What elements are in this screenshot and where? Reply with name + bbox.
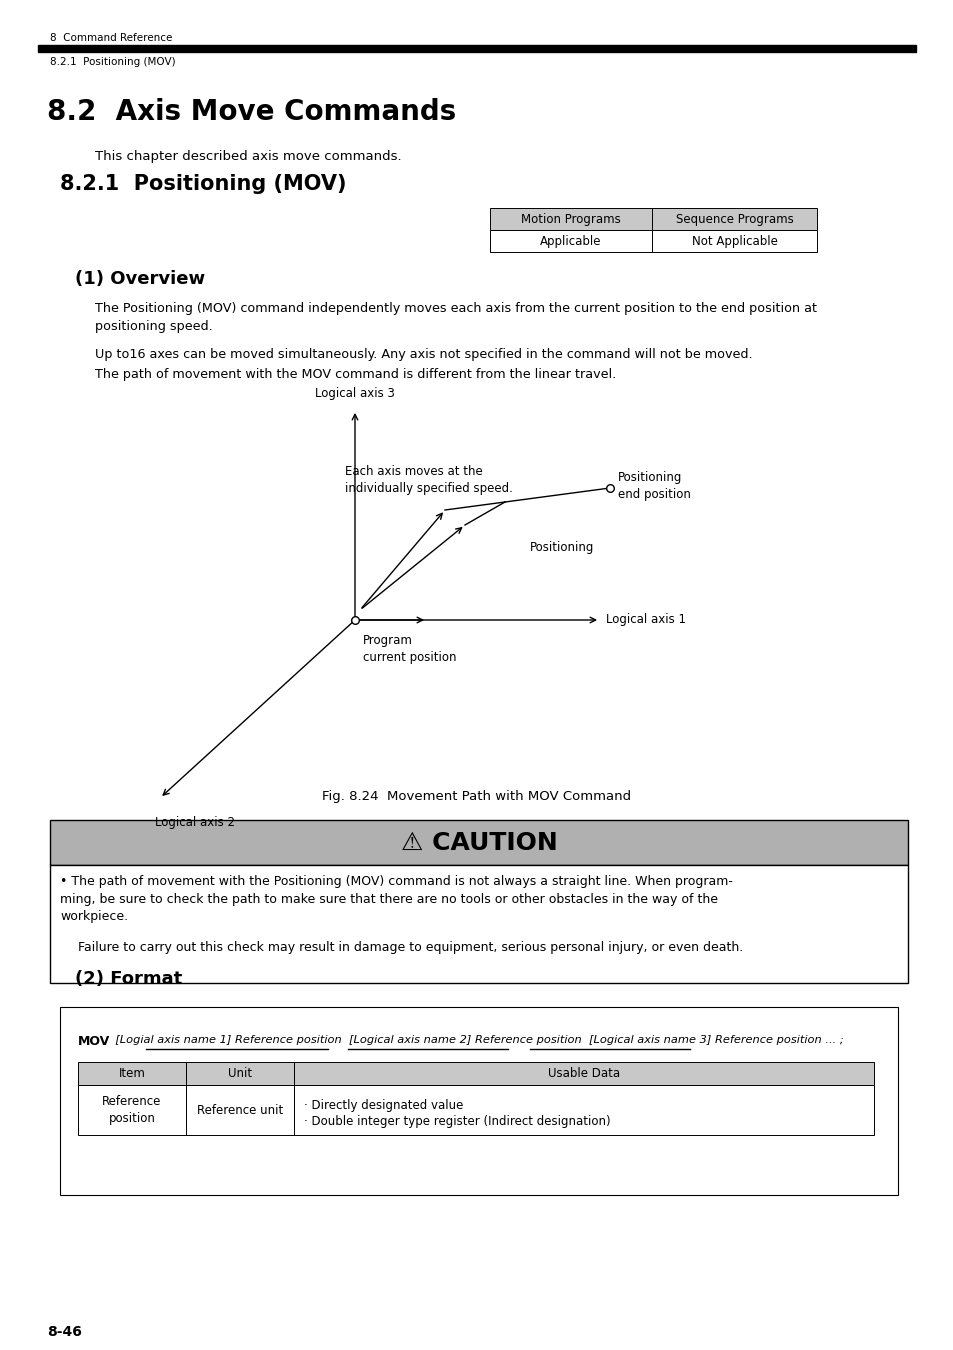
Text: (1) Overview: (1) Overview [75, 270, 205, 288]
Text: Positioning: Positioning [530, 541, 594, 555]
Text: Each axis moves at the
individually specified speed.: Each axis moves at the individually spec… [345, 464, 513, 495]
Bar [50, 819, 907, 865]
Text: Not Applicable: Not Applicable [691, 235, 777, 247]
Bar [651, 208, 816, 230]
Text: Up to16 axes can be moved simultaneously. Any axis not specified in the command : Up to16 axes can be moved simultaneously… [95, 348, 752, 360]
Text: 8-46: 8-46 [47, 1324, 82, 1339]
Bar [651, 230, 816, 252]
Bar [294, 1085, 873, 1135]
Text: 8.2.1  Positioning (MOV): 8.2.1 Positioning (MOV) [60, 174, 346, 194]
Text: The path of movement with the MOV command is different from the linear travel.: The path of movement with the MOV comman… [95, 369, 616, 381]
Text: Reference unit: Reference unit [196, 1103, 283, 1116]
Text: Usable Data: Usable Data [547, 1066, 619, 1080]
Text: Item: Item [118, 1066, 145, 1080]
Text: · Double integer type register (Indirect designation): · Double integer type register (Indirect… [304, 1115, 610, 1129]
Bar [78, 1085, 186, 1135]
Text: Unit: Unit [228, 1066, 252, 1080]
Bar [490, 230, 651, 252]
Text: [Logial axis name 1] Reference position  [Logical axis name 2] Reference positio: [Logial axis name 1] Reference position … [108, 1035, 842, 1045]
Bar [38, 45, 915, 53]
Text: The Positioning (MOV) command independently moves each axis from the current pos: The Positioning (MOV) command independen… [95, 302, 816, 333]
Text: Logical axis 1: Logical axis 1 [605, 613, 685, 626]
Text: • The path of movement with the Positioning (MOV) command is not always a straig: • The path of movement with the Position… [60, 875, 732, 923]
Bar [186, 1062, 294, 1085]
Text: Applicable: Applicable [539, 235, 601, 247]
Text: 8.2.1  Positioning (MOV): 8.2.1 Positioning (MOV) [50, 57, 175, 68]
Text: (2) Format: (2) Format [75, 971, 182, 988]
Bar [490, 208, 651, 230]
Text: Positioning
end position: Positioning end position [618, 471, 690, 501]
Bar [60, 1007, 897, 1195]
Text: Logical axis 3: Logical axis 3 [314, 387, 395, 400]
Text: Sequence Programs: Sequence Programs [675, 212, 793, 225]
Text: Logical axis 2: Logical axis 2 [154, 815, 234, 829]
Text: Fig. 8.24  Movement Path with MOV Command: Fig. 8.24 Movement Path with MOV Command [322, 790, 631, 803]
Text: 8  Command Reference: 8 Command Reference [50, 32, 172, 43]
Text: 8.2  Axis Move Commands: 8.2 Axis Move Commands [47, 99, 456, 126]
Text: This chapter described axis move commands.: This chapter described axis move command… [95, 150, 401, 163]
Text: ⚠ CAUTION: ⚠ CAUTION [400, 830, 557, 855]
Text: Motion Programs: Motion Programs [520, 212, 620, 225]
Text: Reference
position: Reference position [102, 1095, 161, 1125]
Text: Program
current position: Program current position [363, 634, 456, 664]
Bar [50, 865, 907, 983]
Bar [294, 1062, 873, 1085]
Text: · Directly designated value: · Directly designated value [304, 1099, 463, 1112]
Text: Failure to carry out this check may result in damage to equipment, serious perso: Failure to carry out this check may resu… [78, 941, 742, 954]
Bar [186, 1085, 294, 1135]
Text: MOV: MOV [78, 1035, 111, 1048]
Bar [78, 1062, 186, 1085]
